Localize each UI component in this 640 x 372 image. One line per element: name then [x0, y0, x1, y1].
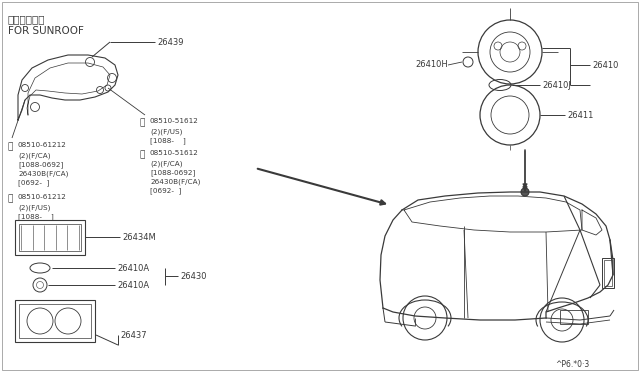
Text: [0692-  ]: [0692- ] [150, 187, 181, 194]
Text: (2)(F/CA): (2)(F/CA) [18, 152, 51, 158]
Text: 08510-61212: 08510-61212 [18, 142, 67, 148]
Text: 26410A: 26410A [117, 264, 149, 273]
Text: (2)(F/US): (2)(F/US) [150, 128, 182, 135]
Text: 26430B(F/CA): 26430B(F/CA) [18, 170, 68, 176]
Text: Ⓢ: Ⓢ [140, 150, 145, 159]
Text: 08510-51612: 08510-51612 [150, 118, 199, 124]
Text: 26434M: 26434M [122, 233, 156, 242]
Text: (2)(F/CA): (2)(F/CA) [150, 160, 182, 167]
Text: Ⓢ: Ⓢ [140, 118, 145, 127]
Text: [1088-0692]: [1088-0692] [150, 169, 195, 176]
Bar [15, 300, 95, 342]
Text: 26430B(F/CA): 26430B(F/CA) [150, 178, 200, 185]
Text: [1088-    ]: [1088- ] [18, 213, 54, 220]
Bar [19, 304, 91, 338]
Text: [1088-    ]: [1088- ] [150, 137, 186, 144]
Text: [1088-0692]: [1088-0692] [18, 161, 63, 168]
Bar [560, 310, 588, 324]
Text: 26410J: 26410J [542, 81, 571, 90]
Text: 26430: 26430 [180, 272, 207, 281]
Circle shape [521, 188, 529, 196]
Bar [15, 220, 85, 255]
Text: 08510-51612: 08510-51612 [150, 150, 199, 156]
Text: [0692-  ]: [0692- ] [18, 179, 49, 186]
Bar [604, 260, 612, 286]
Text: 26439: 26439 [157, 38, 184, 47]
Text: ^P6.*0·3: ^P6.*0·3 [555, 360, 589, 369]
Text: 26410A: 26410A [117, 281, 149, 290]
Text: 26410H: 26410H [415, 60, 448, 69]
Text: Ⓢ: Ⓢ [8, 194, 13, 203]
Text: 26411: 26411 [567, 111, 593, 120]
Text: サンルーフ用: サンルーフ用 [8, 14, 45, 24]
Text: FOR SUNROOF: FOR SUNROOF [8, 26, 84, 36]
Text: (2)(F/US): (2)(F/US) [18, 204, 51, 211]
Text: 26437: 26437 [120, 331, 147, 340]
Text: Ⓢ: Ⓢ [8, 142, 13, 151]
Text: 26410: 26410 [592, 61, 618, 70]
Text: 08510-61212: 08510-61212 [18, 194, 67, 200]
Bar [602, 258, 614, 288]
Bar [19, 224, 81, 251]
